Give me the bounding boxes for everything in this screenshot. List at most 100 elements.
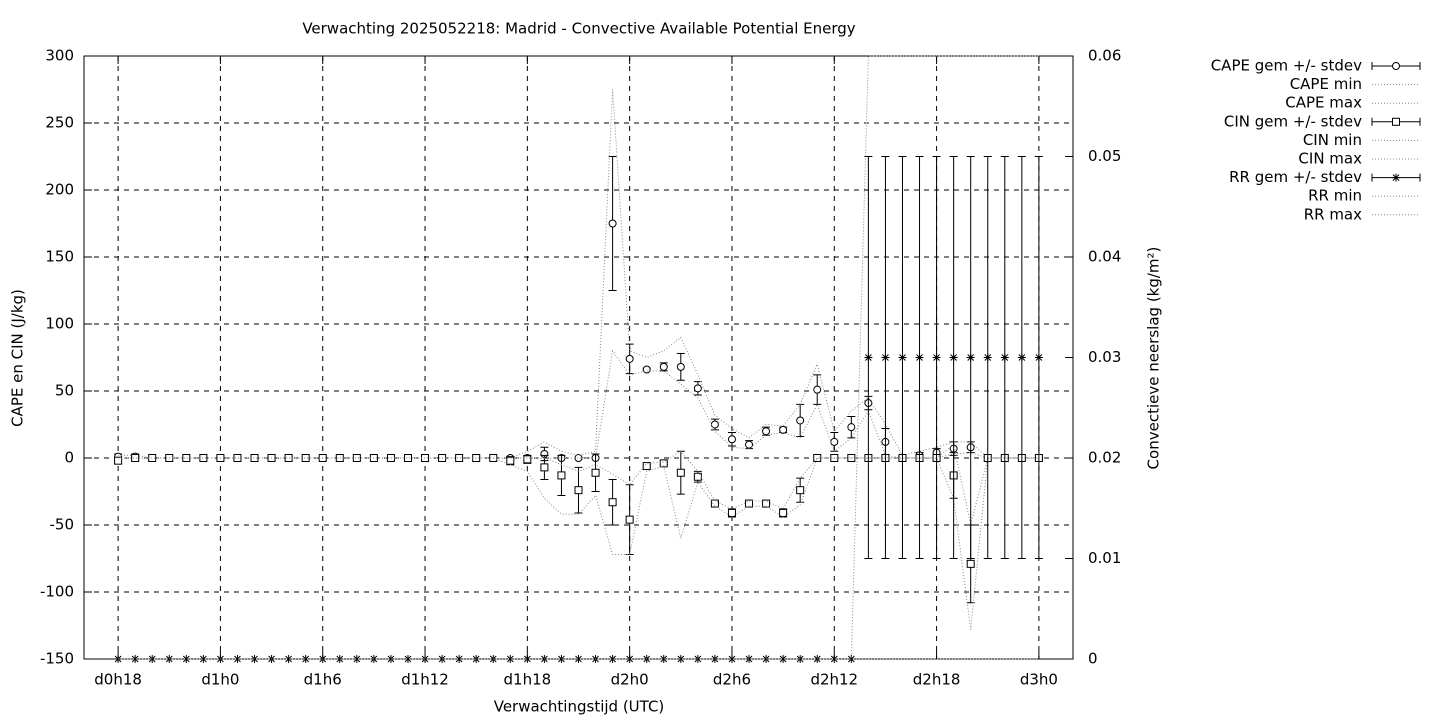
data-point [506, 456, 515, 465]
data-point [1034, 353, 1043, 362]
data-point [403, 655, 412, 663]
data-point [625, 655, 634, 663]
legend-label: RR max [1304, 205, 1362, 223]
data-point [745, 499, 754, 508]
x-tick-label: d1h6 [304, 671, 342, 689]
data-point [114, 655, 123, 663]
data-point [557, 471, 566, 480]
data-point [830, 655, 839, 663]
y2-tick-label: 0.02 [1088, 449, 1121, 467]
plot-frame [83, 55, 1074, 660]
y-tick-label: -50 [50, 516, 75, 534]
y-tick-label: 100 [45, 315, 74, 333]
data-point [642, 462, 651, 471]
data-point [813, 385, 822, 394]
legend-marker [1392, 117, 1400, 126]
legend-label: CAPE gem +/- stdev [1211, 57, 1362, 75]
data-point [762, 499, 771, 508]
data-point [915, 353, 924, 362]
data-point [1017, 353, 1026, 362]
data-point [676, 655, 685, 663]
y2-tick-label: 0 [1088, 650, 1098, 668]
data-point [301, 454, 310, 462]
data-point [131, 454, 140, 462]
data-point [233, 655, 242, 663]
data-point [574, 655, 583, 663]
data-point [693, 472, 702, 481]
x-tick-label: d3h0 [1020, 671, 1058, 689]
data-point [1000, 353, 1009, 362]
data-point [642, 365, 651, 374]
data-point [182, 454, 191, 462]
data-point [284, 655, 293, 663]
legend-label: CAPE max [1285, 94, 1362, 112]
data-point [983, 353, 992, 362]
data-point [114, 456, 123, 465]
data-point [710, 655, 719, 663]
data-point [847, 655, 856, 663]
legend-label: CIN min [1303, 131, 1362, 149]
y-tick-label: 50 [55, 382, 74, 400]
legend-marker [1392, 173, 1400, 182]
data-point [659, 459, 668, 468]
y-tick-label: 250 [45, 114, 74, 132]
min-max-line [118, 89, 1039, 459]
data-point [779, 655, 788, 663]
data-point [523, 655, 532, 663]
y-tick-label: 0 [64, 449, 74, 467]
legend-label: RR min [1308, 187, 1362, 205]
data-point [352, 655, 361, 663]
data-point [608, 655, 617, 663]
y2-tick-label: 0.01 [1088, 549, 1121, 567]
y-tick-label: -150 [40, 650, 74, 668]
data-point [796, 655, 805, 663]
data-point [676, 468, 685, 477]
x-tick-label: d1h0 [201, 671, 239, 689]
x-tick-label: d2h12 [810, 671, 858, 689]
data-point [352, 454, 361, 462]
legend-marker [1392, 62, 1400, 70]
x-tick-label: d0h18 [94, 671, 142, 689]
x-tick-label: d2h6 [713, 671, 751, 689]
legend-label: RR gem +/- stdev [1229, 168, 1362, 186]
data-point [693, 384, 702, 393]
data-point [574, 486, 583, 495]
y2-tick-label: 0.03 [1088, 348, 1121, 366]
data-point [847, 423, 856, 432]
data-point [301, 655, 310, 663]
data-point [608, 219, 617, 228]
y2-tick-label: 0.04 [1088, 248, 1121, 266]
data-point [659, 362, 668, 371]
y2-axis-label: Convectieve neerslag (kg/m²) [1145, 247, 1163, 470]
x-tick-label: d1h18 [504, 671, 552, 689]
data-point [881, 353, 890, 362]
data-point [659, 655, 668, 663]
data-point [250, 655, 259, 663]
min-max-line [118, 349, 1039, 459]
y-tick-label: 200 [45, 181, 74, 199]
data-point [386, 655, 395, 663]
data-point [438, 655, 447, 663]
data-point [949, 353, 958, 362]
x-tick-label: d2h18 [913, 671, 961, 689]
data-point [779, 425, 788, 434]
data-point [199, 655, 208, 663]
data-point [506, 655, 515, 663]
data-point [898, 353, 907, 362]
data-point [966, 353, 975, 362]
data-point [455, 655, 464, 663]
data-point [403, 454, 412, 462]
legend-label: CIN max [1298, 150, 1362, 168]
data-point [932, 353, 941, 362]
data-point [557, 655, 566, 663]
chart-title: Verwachting 2025052218: Madrid - Convect… [302, 20, 855, 38]
data-point [762, 427, 771, 436]
data-point [625, 354, 634, 363]
data-point [864, 353, 873, 362]
data-point [608, 498, 617, 507]
data-point [182, 655, 191, 663]
data-point [131, 655, 140, 663]
data-point [762, 655, 771, 663]
min-max-line [118, 55, 1039, 660]
